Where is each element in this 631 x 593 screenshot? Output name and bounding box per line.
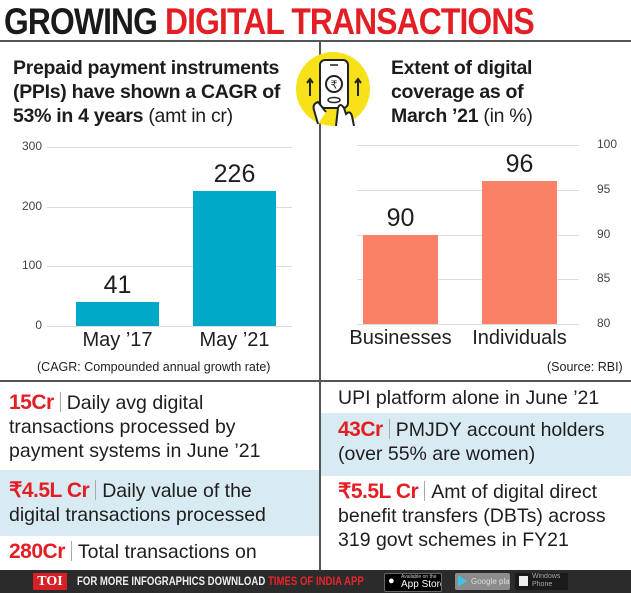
fact-separator [388,419,390,439]
fact-number: ₹4.5L Cr [9,479,90,502]
bar-businesses [363,234,438,324]
left-heading-line-2: (PPIs) have shown a CAGR of [13,81,281,103]
gridline [47,147,292,148]
fact-number: 43Cr [338,418,383,441]
y-tick-label: 100 [597,137,618,151]
gridline [47,206,292,208]
fact-text: Daily value of the [102,480,252,502]
fact-daily-value: ₹4.5L Cr Daily value of the digital trans… [9,479,314,527]
cagr-footnote: (CAGR: Compounded annual growth rate) [37,360,271,374]
play-icon [458,575,467,587]
fact-separator [424,481,426,501]
fact-upi-continuation: UPI platform alone in June ’21 [338,386,628,410]
y-tick-label: 80 [597,316,611,330]
fact-text: payment systems in June ’21 [9,440,261,462]
footer-bar: TOI FOR MORE INFOGRAPHICS DOWNLOAD TIMES… [0,570,631,593]
x-category-label: Individuals [472,327,567,349]
bar-individuals [482,180,557,324]
title-part-black: GROWING [4,1,158,42]
y-tick-label: 200 [21,198,42,213]
x-category-label: May ’17 [82,329,153,351]
y-tick-label: 90 [597,226,611,241]
title-divider [0,40,631,42]
fact-text: PMJDY account holders [395,419,605,441]
left-chart-heading: Prepaid payment instruments (PPIs) have … [13,56,303,128]
gridline [357,279,579,281]
bar-value-label: 96 [505,149,534,178]
windows-icon [519,576,528,586]
apple-icon: ● [388,575,395,587]
google-play-text: Google play [471,577,510,586]
coverage-bar-chart: 80 85 90 95 100 90 Businesses 96 Individuals [321,130,631,360]
fact-text: Amt of digital direct [431,481,598,503]
fact-number: ₹5.5L Cr [338,480,419,503]
highlight-band-right [321,413,631,476]
google-play-badge[interactable]: Google play [455,573,510,590]
app-store-text: App Store [401,579,442,590]
gridline [47,266,292,268]
y-tick-label: 95 [597,181,611,196]
right-heading-line-2: coverage as of [391,81,524,103]
fact-text: benefit transfers (DBTs) across [338,505,606,527]
bar-may-17 [76,301,159,326]
right-heading-line-1: Extent of digital [391,57,533,79]
footer-text-red: TIMES OF INDIA APP [267,574,364,588]
svg-text:₹: ₹ [331,79,338,92]
phone-text: Phone [532,581,553,588]
windows-text: Windows [532,573,561,580]
x-category-label: Businesses [349,327,452,349]
fact-upi-transactions: 280Cr Total transactions on [9,540,314,564]
fact-number: 15Cr [9,391,54,414]
x-category-label: May ’21 [199,329,270,351]
left-heading-line-1: Prepaid payment instruments [13,57,280,79]
right-chart-heading: Extent of digital coverage as of March ’… [391,56,626,128]
gridline [357,145,579,146]
right-heading-line-3: March ’21 [391,105,479,127]
fact-number: 280Cr [9,540,65,563]
fact-text: Daily avg digital [66,392,204,414]
windows-phone-badge[interactable]: Windows Phone [515,573,568,590]
column-divider-bottom [319,382,321,570]
footer-text-white: FOR MORE INFOGRAPHICS DOWNLOAD [77,574,268,588]
fact-dbt: ₹5.5L Cr Amt of digital direct benefit tr… [338,480,628,552]
fact-pmjdy: 43Cr PMJDY account holders (over 55% are … [338,418,628,466]
ppi-bar-chart: 0 100 200 300 41 May ’17 226 May ’21 [0,130,318,360]
app-store-small-text: Available on the [401,574,437,580]
gridline [357,324,579,325]
fact-separator [59,392,61,412]
column-divider-top [319,41,321,380]
footer-promo-text: FOR MORE INFOGRAPHICS DOWNLOAD TIMES OF … [77,574,364,588]
gridline [357,189,579,191]
y-tick-label: 85 [597,271,611,286]
y-tick-label: 100 [21,258,42,273]
left-heading-line-3: 53% in 4 years [13,105,144,127]
bar-may-21 [193,191,276,326]
y-tick-label: 300 [21,139,42,153]
toi-logo: TOI [33,573,67,590]
fact-separator [95,480,97,500]
fact-text: UPI platform alone in June ’21 [338,387,600,409]
infographic-title: GROWING DIGITAL TRANSACTIONS [4,0,535,42]
gridline [357,234,579,236]
fact-text: Total transactions on [77,541,257,563]
section-divider [0,380,631,382]
source-note: (Source: RBI) [547,360,623,374]
gridline [47,326,292,327]
bar-value-label: 41 [103,270,132,299]
left-heading-unit: (amt in cr) [148,105,233,127]
highlight-band-left [0,470,319,536]
fact-daily-avg-transactions: 15Cr Daily avg digital transactions proce… [9,391,314,463]
bar-value-label: 90 [386,203,415,232]
fact-text: digital transactions processed [9,504,266,526]
fact-text: (over 55% are women) [338,443,536,465]
phone-rupee-icon: ₹ [296,52,370,127]
title-part-red: DIGITAL TRANSACTIONS [165,1,535,42]
y-tick-label: 0 [35,318,42,332]
fact-text: 319 govt schemes in FY21 [338,529,569,551]
fact-separator [70,541,72,561]
bar-value-label: 226 [213,160,256,189]
right-heading-unit: (in %) [483,105,533,127]
fact-text: transactions processed by [9,416,236,438]
app-store-badge[interactable]: ● Available on the App Store [384,573,442,592]
